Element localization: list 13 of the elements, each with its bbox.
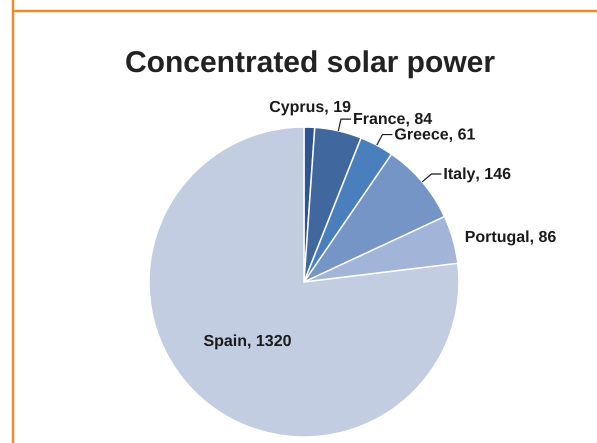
data-label: , 146 (475, 166, 512, 184)
data-label: , 84 (405, 111, 432, 128)
data-label: , 86 (530, 229, 556, 246)
slice-label: Spain (203, 332, 248, 350)
slice-label: France (352, 111, 406, 128)
slice-label: Cyprus (269, 99, 324, 116)
data-label: , 61 (448, 126, 476, 144)
data-label: , 1320 (247, 332, 292, 350)
slice-label: Italy (443, 166, 476, 184)
slice-label: Portugal (464, 229, 530, 246)
data-label: , 19 (324, 99, 352, 116)
chart-title: Concentrated solar power (124, 46, 496, 79)
slice-label: Greece (394, 126, 449, 144)
